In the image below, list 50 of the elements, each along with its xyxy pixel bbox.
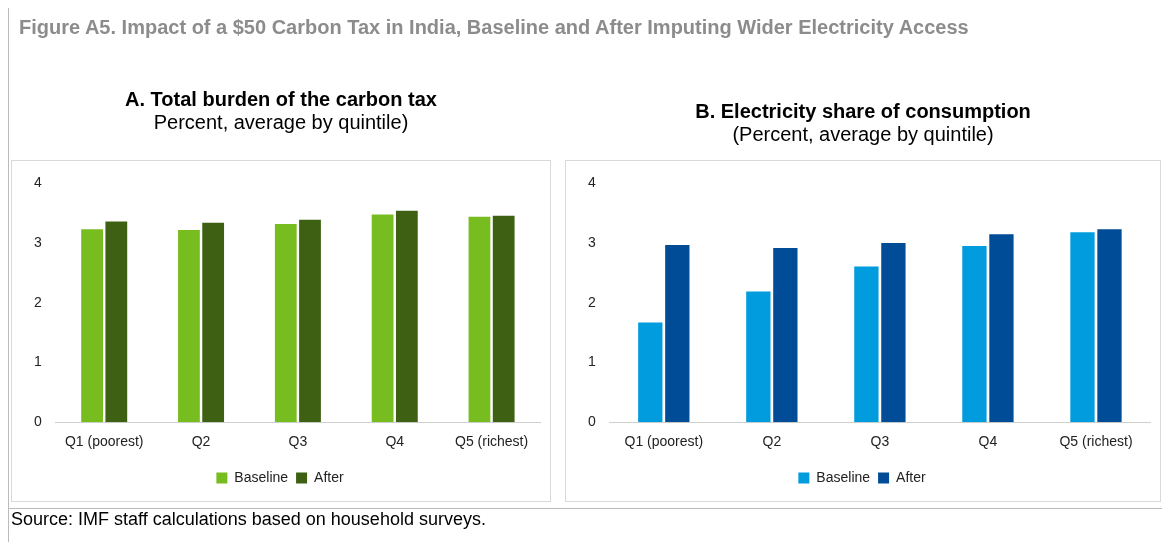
bar [299,219,321,423]
y-tick-label: 2 [587,293,596,310]
y-tick-label: 1 [587,353,596,370]
chart-subtitle: (Percent, average by quintile) [731,123,995,146]
bar [371,214,394,423]
legend-label: Baseline [816,468,871,485]
caption: Figure A5. Impact of a $50 Carbon Tax in India, Baseline and After Imputing Wider Electricity Access [19,15,970,40]
bar [638,322,663,423]
x-tick-label: Q2 [762,433,782,450]
y-tick-label: 3 [33,233,42,250]
x-tick-label: Q2 [191,433,211,450]
bar [665,244,690,423]
y-tick-label: 4 [33,174,42,191]
bar [962,246,987,423]
x-tick-label: Q5 (richest) [455,433,529,450]
bar [881,243,906,423]
source-note: Source: IMF staff calculations based on household surveys. [11,509,1162,530]
y-tick-label: 0 [33,413,42,430]
x-tick-label: Q3 [288,433,308,450]
x-tick-label: Q1 (poorest) [64,433,144,450]
bar [989,234,1014,423]
chart-title: B. Electricity share of consumption [694,99,1032,123]
y-tick-label: 2 [33,293,42,310]
bar [395,210,418,423]
bar [773,247,798,423]
bar [854,266,879,423]
y-tick-label: 3 [587,233,596,250]
y-tick-label: 0 [587,413,596,430]
bar [1097,229,1122,423]
bar [202,222,225,423]
bar [1070,232,1095,423]
bar [468,216,491,423]
bar [492,215,515,423]
y-tick-label: 4 [587,174,596,191]
legend-label: After [314,468,344,485]
bar [105,221,128,423]
bar [178,229,200,423]
bar [746,291,771,423]
chart-title: A. Total burden of the carbon tax [124,88,438,111]
legend-label: Baseline [234,468,289,485]
x-tick-label: Q3 [870,433,890,450]
bar [81,229,103,423]
x-tick-label: Q4 [385,433,405,450]
y-tick-label: 1 [33,353,42,370]
x-tick-label: Q4 [978,433,998,450]
x-tick-label: Q5 (richest) [1059,433,1133,450]
chart-subtitle: Percent, average by quintile) [152,111,410,134]
legend-label: After [896,468,926,485]
bar [274,224,297,423]
x-tick-label: Q1 (poorest) [624,433,704,450]
